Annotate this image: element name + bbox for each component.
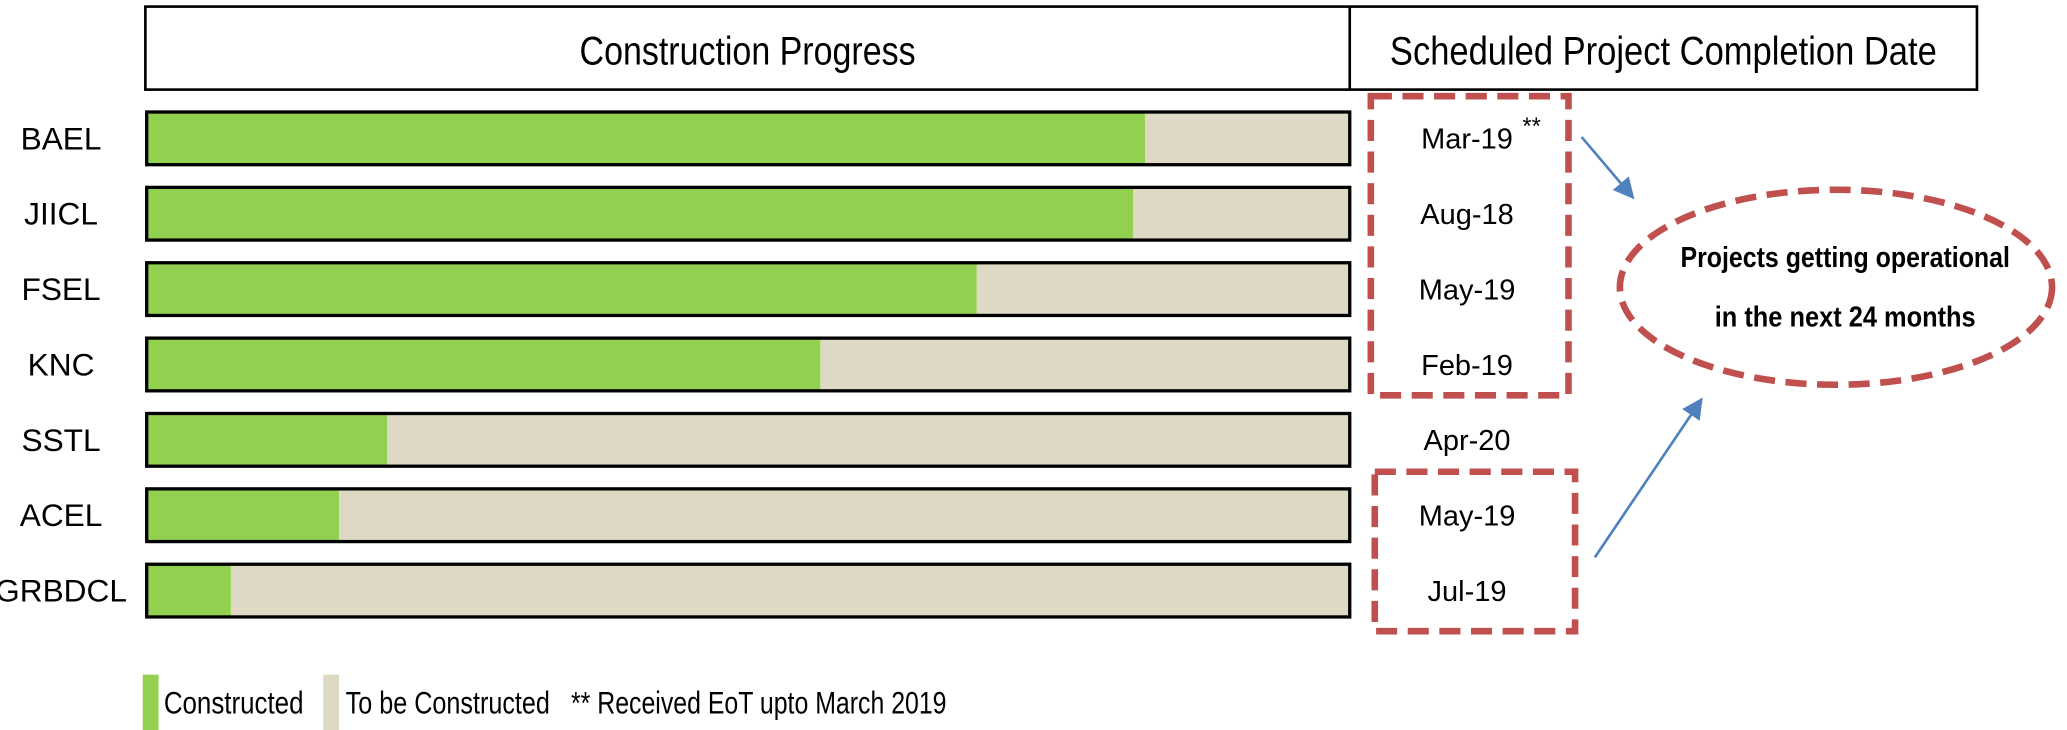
- bar-outline: [145, 261, 1352, 318]
- callout-text: Projects getting operational: [1680, 242, 2009, 274]
- bar-outline: [145, 562, 1352, 619]
- bar-segment: [1133, 187, 1350, 241]
- header-box: [144, 5, 1979, 91]
- bar-outline: [145, 110, 1352, 167]
- header: Scheduled Project Completion Date: [1390, 29, 1937, 73]
- bar-segment: [146, 338, 821, 391]
- category-label: GRBDCL: [0, 573, 127, 609]
- callout-ellipse: [1616, 186, 2056, 389]
- callout-text: in the next 24 months: [1715, 302, 1976, 334]
- arrow: [1580, 136, 1635, 200]
- bar-segment: [146, 413, 388, 467]
- header: Construction Progress: [580, 29, 916, 73]
- bar-segment: [339, 488, 1350, 542]
- category-label: KNC: [28, 346, 95, 382]
- bar-outline: [145, 487, 1352, 544]
- bar-segment: [146, 488, 340, 542]
- category-label: ACEL: [20, 497, 103, 533]
- category-label: BAEL: [21, 120, 102, 156]
- bar-outline: [145, 336, 1352, 393]
- bar-outline: [145, 411, 1352, 468]
- bar-segment: [146, 564, 231, 617]
- bar-segment: [976, 262, 1350, 316]
- completion-date: Apr-20: [1424, 425, 1511, 457]
- legend-swatch: [142, 674, 159, 730]
- completion-date: Jul-19: [1428, 576, 1507, 608]
- arrow: [1593, 397, 1703, 559]
- completion-date: May-19: [1419, 501, 1516, 533]
- category-label: JIICL: [24, 196, 98, 232]
- completion-date: Feb-19: [1421, 350, 1513, 382]
- bar-outline: [145, 185, 1352, 242]
- legend-label: To be Constructed: [346, 684, 550, 720]
- bar-segment: [146, 262, 977, 316]
- completion-date: Aug-18: [1420, 199, 1513, 231]
- bar-segment: [387, 413, 1350, 467]
- dashed-box: [1371, 468, 1579, 635]
- bar-segment: [230, 564, 1350, 617]
- completion-date: May-19: [1419, 274, 1516, 306]
- bar-segment: [820, 338, 1350, 391]
- legend-label: Constructed: [164, 684, 304, 720]
- category-label: FSEL: [22, 271, 101, 307]
- completion-date: Mar-19: [1421, 124, 1513, 156]
- date-marker: **: [1522, 114, 1540, 140]
- bar-segment: [146, 187, 1134, 241]
- legend-swatch: [323, 674, 340, 730]
- note: ** Received EoT upto March 2019: [571, 684, 947, 720]
- bar-segment: [146, 112, 1146, 165]
- dashed-box: [1367, 92, 1572, 399]
- bar-segment: [1145, 112, 1350, 165]
- category-label: SSTL: [22, 422, 101, 458]
